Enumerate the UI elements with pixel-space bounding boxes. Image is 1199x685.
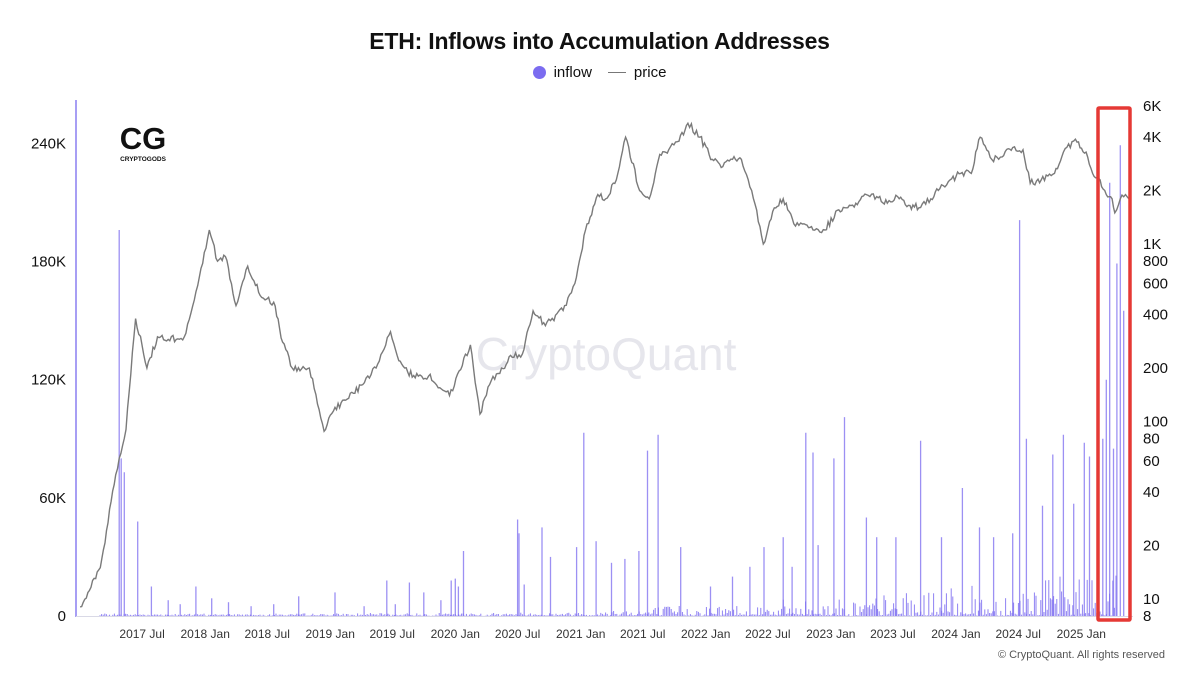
x-tick-label: 2024 Jul	[996, 627, 1041, 641]
logo-caption: CRYPTOGODS	[120, 156, 167, 163]
x-tick-label: 2018 Jan	[181, 627, 230, 641]
right-tick-label: 4K	[1143, 129, 1161, 146]
left-tick-label: 60K	[39, 490, 66, 507]
right-tick-label: 100	[1143, 413, 1168, 430]
right-tick-label: 400	[1143, 307, 1168, 324]
legend-line-price	[607, 72, 626, 73]
right-tick-label: 800	[1143, 253, 1168, 270]
x-tick-label: 2018 Jul	[245, 627, 290, 641]
x-tick-label: 2021 Jan	[556, 627, 605, 641]
left-tick-label: 180K	[31, 254, 66, 271]
right-tick-label: 200	[1143, 360, 1168, 377]
legend-label-price: price	[633, 64, 667, 81]
right-tick-label: 6K	[1143, 98, 1161, 115]
left-tick-label: 120K	[31, 372, 66, 389]
legend-item-inflow[interactable]: inflow	[532, 64, 592, 81]
right-tick-label: 80	[1143, 431, 1160, 448]
logo-mark: CG	[120, 121, 167, 156]
right-tick-label: 40	[1143, 484, 1160, 501]
right-tick-label: 1K	[1143, 236, 1161, 253]
legend-label-inflow: inflow	[553, 64, 592, 81]
highlight-box	[1096, 106, 1132, 622]
left-tick-label: 0	[58, 608, 66, 625]
x-tick-label: 2020 Jan	[431, 627, 480, 641]
x-tick-label: 2025 Jan	[1057, 627, 1106, 641]
x-axis-ticks: 2017 Jul 2018 Jan 2018 Jul 2019 Jan 2019 Jul…	[119, 627, 1106, 641]
footer-copyright: © CryptoQuant. All rights reserved	[997, 649, 1165, 661]
right-tick-label: 8	[1143, 608, 1151, 625]
chart-title: ETH: Inflows into Accumulation Addresses	[369, 28, 830, 54]
x-tick-label: 2024 Jan	[931, 627, 980, 641]
right-tick-label: 10	[1143, 591, 1160, 608]
x-tick-label: 2022 Jul	[745, 627, 790, 641]
x-tick-label: 2019 Jan	[306, 627, 355, 641]
cryptogods-logo: CG CRYPTOGODS	[120, 121, 167, 163]
x-tick-label: 2021 Jul	[620, 627, 665, 641]
inflow-series	[118, 145, 1125, 616]
inflow-baseline-bars	[99, 575, 1117, 616]
left-tick-label: 240K	[31, 135, 66, 152]
x-tick-label: 2017 Jul	[119, 627, 164, 641]
x-tick-label: 2022 Jan	[681, 627, 730, 641]
price-line	[79, 121, 1130, 608]
right-tick-label: 2K	[1143, 183, 1161, 200]
x-tick-label: 2019 Jul	[370, 627, 415, 641]
right-tick-label: 600	[1143, 275, 1168, 292]
legend-item-price[interactable]: price	[607, 64, 667, 81]
right-tick-label: 20	[1143, 537, 1160, 554]
x-tick-label: 2023 Jul	[870, 627, 915, 641]
legend: inflow price	[0, 64, 1199, 81]
x-tick-label: 2023 Jan	[806, 627, 855, 641]
watermark: CryptoQuant	[476, 328, 737, 380]
right-tick-label: 60	[1143, 453, 1160, 470]
legend-dot-inflow	[532, 66, 546, 79]
x-tick-label: 2020 Jul	[495, 627, 540, 641]
left-axis-ticks: 0 60K 120K 180K 240K	[31, 135, 66, 625]
